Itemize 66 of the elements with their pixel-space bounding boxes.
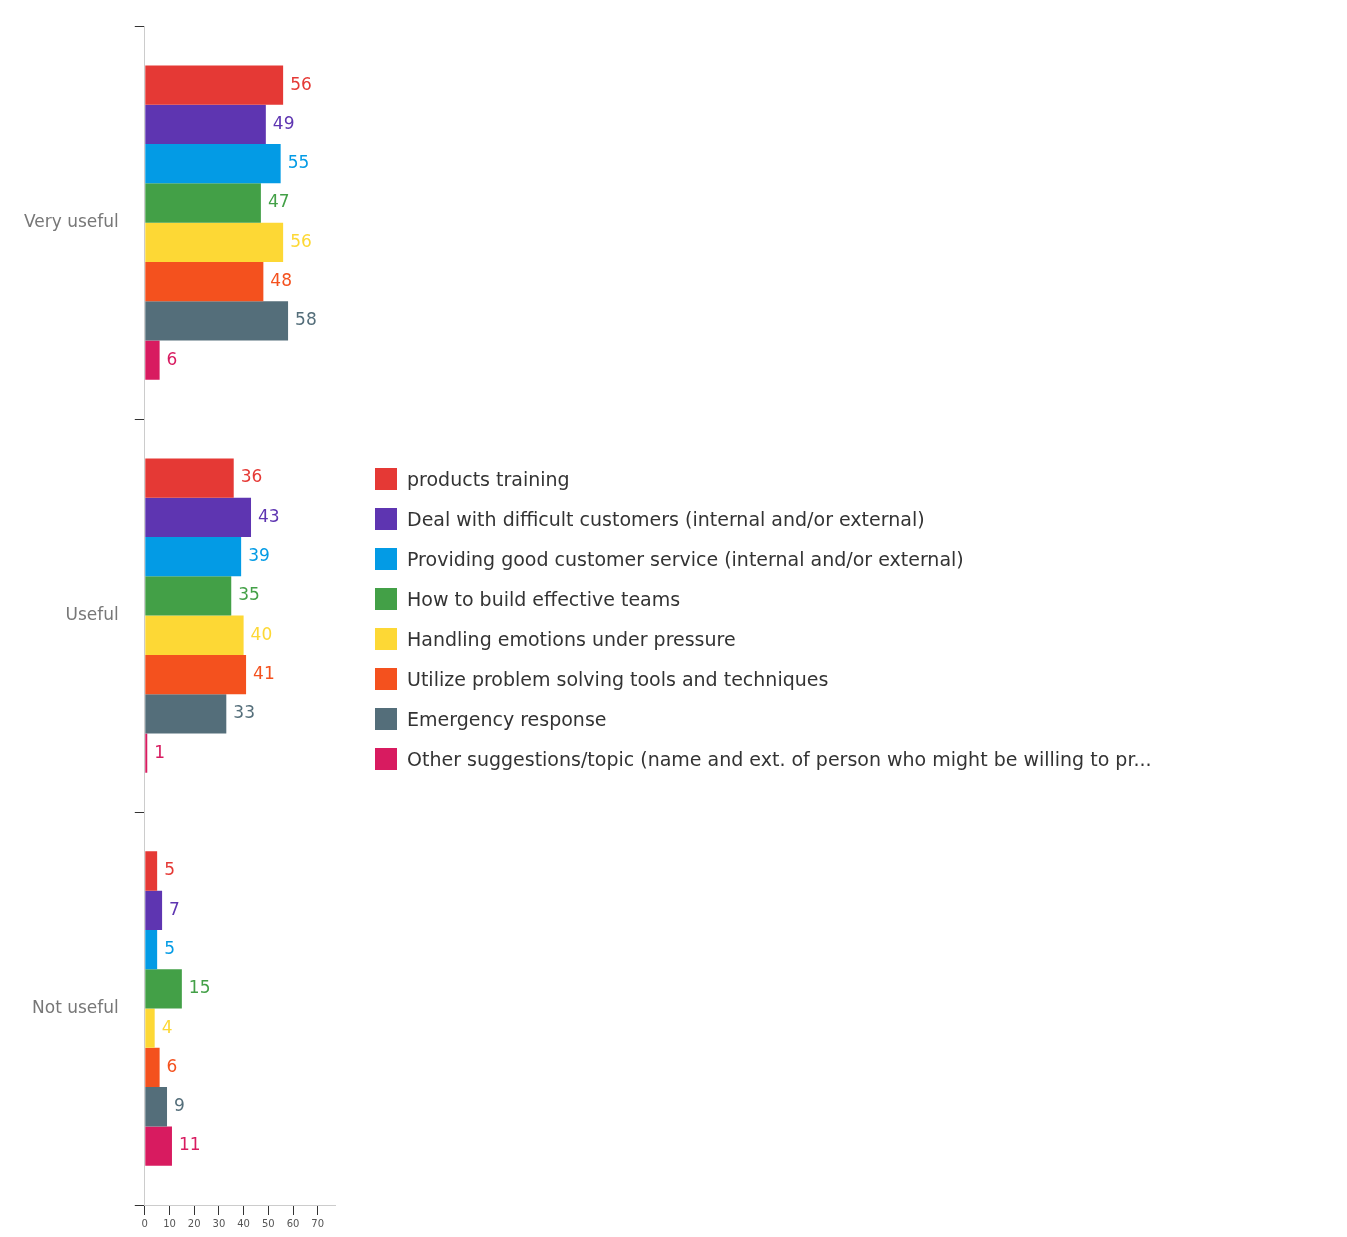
data-label: 48 xyxy=(270,270,292,291)
bar xyxy=(145,340,160,380)
y-tick-label: Useful xyxy=(65,604,119,625)
bar xyxy=(145,183,261,223)
bar xyxy=(145,301,289,341)
bar xyxy=(145,851,158,891)
data-label: 41 xyxy=(253,662,275,683)
x-tick-label: 0 xyxy=(141,1217,148,1229)
bar xyxy=(145,1008,155,1048)
legend-label: Providing good customer service (internal and/or external) xyxy=(407,547,964,570)
bar xyxy=(145,144,281,184)
data-label: 6 xyxy=(166,348,178,369)
data-label: 40 xyxy=(250,623,273,644)
bar xyxy=(145,890,163,930)
bar xyxy=(145,1047,160,1088)
bar xyxy=(145,497,252,538)
bar xyxy=(145,222,284,262)
x-tick-label: 50 xyxy=(261,1217,275,1229)
data-label: 4 xyxy=(161,1016,173,1037)
bar xyxy=(145,458,234,498)
x-tick-label: 40 xyxy=(237,1217,250,1229)
bar xyxy=(145,929,158,970)
data-label: 56 xyxy=(290,73,312,94)
bar xyxy=(145,694,227,734)
data-label: 11 xyxy=(178,1134,201,1155)
bar xyxy=(145,261,264,302)
data-label: 15 xyxy=(188,977,211,998)
x-tick-label: 20 xyxy=(187,1217,201,1229)
data-label: 47 xyxy=(267,191,290,212)
legend-label: Emergency response xyxy=(407,707,607,730)
data-label: 5 xyxy=(164,938,175,959)
y-tick-label: Not useful xyxy=(32,996,119,1017)
legend-label: How to build effective teams xyxy=(407,587,681,610)
data-label: 6 xyxy=(166,1055,178,1076)
legend-label: Deal with difficult customers (internal and/or external) xyxy=(407,507,925,530)
x-tick-label: 10 xyxy=(163,1217,176,1229)
data-label: 55 xyxy=(287,152,310,173)
legend-label: Other suggestions/topic (name and ext. of person who might be willing to pr... xyxy=(407,747,1152,770)
data-label: 9 xyxy=(174,1095,185,1116)
data-label: 43 xyxy=(258,505,280,526)
bar xyxy=(145,537,242,577)
data-label: 35 xyxy=(238,584,260,605)
data-label: 49 xyxy=(272,112,295,133)
y-tick-label: Very useful xyxy=(24,211,119,232)
legend-label: Utilize problem solving tools and techniques xyxy=(407,667,829,690)
x-tick-label: 30 xyxy=(212,1217,226,1229)
data-label: 7 xyxy=(169,898,180,919)
data-label: 5 xyxy=(164,859,175,880)
legend-label: products training xyxy=(407,467,570,490)
bar xyxy=(145,104,266,145)
x-tick-label: 70 xyxy=(311,1217,325,1229)
bar xyxy=(145,1087,168,1127)
bar xyxy=(145,576,232,616)
bar xyxy=(145,65,284,105)
legend-label: Handling emotions under pressure xyxy=(407,627,736,650)
bar xyxy=(145,969,182,1009)
bar xyxy=(145,654,247,695)
data-label: 36 xyxy=(240,466,263,487)
data-label: 58 xyxy=(295,309,317,330)
data-label: 33 xyxy=(233,702,255,723)
data-label: 1 xyxy=(154,741,166,762)
data-label: 39 xyxy=(248,545,270,566)
bar xyxy=(145,1126,172,1166)
bar xyxy=(145,615,244,655)
data-label: 56 xyxy=(290,230,312,251)
x-tick-label: 60 xyxy=(286,1217,300,1229)
